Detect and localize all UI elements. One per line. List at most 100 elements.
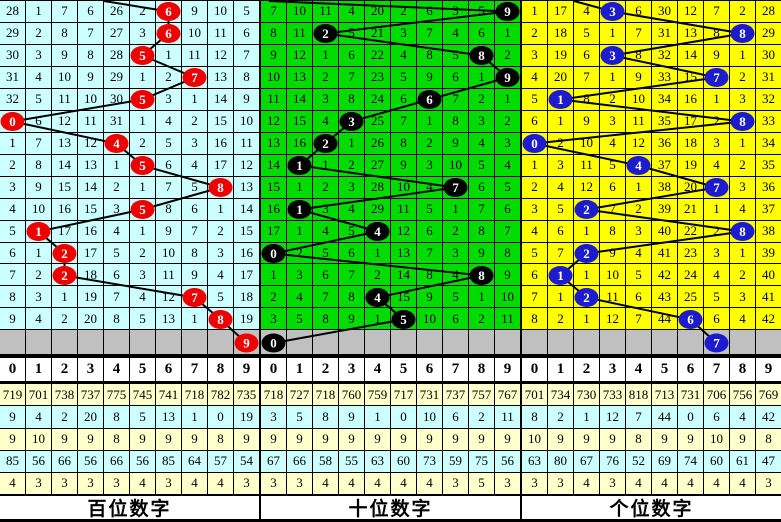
miss-cell [182,66,207,88]
miss-cell: 2 [548,308,573,330]
digit-header-cell: 7 [443,358,468,382]
stat-cell: 1 [574,406,599,428]
miss-cell: 17 [208,154,233,176]
miss-cell: 2 [469,308,494,330]
panel-units: 1 17 4 6 30 12 7 2 28 2 18 5 1 7 31 13 8 29 3 19 6 8 32 14 9 1 30 4… [522,1,781,520]
stat-cell: 42 [756,406,781,428]
miss-cell: 15 [78,198,103,220]
miss-cell: 8 [52,22,77,44]
miss-cell: 1 [574,220,599,242]
stat-cell: 3 [261,472,286,494]
miss-cell [130,154,155,176]
miss-grid-hundreds: 28 1 7 6 26 2 9 10 5 29 2 8 7 27 3 10 11 6 30 3 9 8 28 1 11 12 7 31… [0,1,259,330]
miss-cell: 6 [626,286,651,308]
miss-cell: 15 [391,286,416,308]
miss-cell: 7 [522,286,547,308]
miss-cell: 14 [52,154,77,176]
stat-cell: 66 [52,450,77,472]
miss-cell: 8 [391,132,416,154]
digit-header-cell: 6 [678,358,703,382]
stat-cell: 737 [78,384,103,406]
miss-cell: 2 [522,22,547,44]
miss-cell [704,66,729,88]
miss-cell: 9 [600,242,625,264]
miss-cell: 37 [652,154,677,176]
miss-cell: 8 [182,242,207,264]
miss-cell: 31 [104,110,129,132]
miss-cell: 20 [365,1,390,22]
miss-cell: 1 [130,220,155,242]
miss-cell: 12 [391,220,416,242]
miss-cell: 9 [417,66,442,88]
stat-cell: 76 [600,450,625,472]
miss-cell: 1 [548,110,573,132]
miss-cell: 1 [339,132,364,154]
miss-cell: 1 [574,264,599,286]
stat-cell: 4 [730,406,755,428]
stat-cell: 4 [0,472,25,494]
miss-cell: 7 [626,22,651,44]
digit-header-cell: 3 [600,358,625,382]
miss-cell: 9 [182,1,207,22]
miss-cell: 1 [469,286,494,308]
miss-cell: 2 [208,220,233,242]
digit-header-cell: 9 [756,358,781,382]
miss-cell: 18 [678,132,703,154]
pending-cell [208,330,233,355]
miss-cell: 14 [391,264,416,286]
stat-cell: 718 [182,384,207,406]
miss-cell: 4 [182,154,207,176]
stat-cell: 9 [130,428,155,450]
miss-cell: 10 [208,1,233,22]
stat-cell: 0 [678,406,703,428]
miss-cell: 7 [156,176,181,198]
stat-cell: 3 [78,472,103,494]
miss-cell: 31 [0,66,25,88]
miss-cell: 8 [0,286,25,308]
miss-cell: 5 [548,198,573,220]
miss-cell: 15 [52,176,77,198]
miss-cell: 17 [234,264,259,286]
miss-cell: 15 [678,66,703,88]
stat-cell: 719 [0,384,25,406]
miss-cell: 30 [104,88,129,110]
miss-cell: 3 [522,44,547,66]
miss-cell: 21 [365,22,390,44]
miss-cell: 9 [182,264,207,286]
pending-cell [78,330,103,355]
miss-cell: 8 [443,110,468,132]
stat-cell: 713 [652,384,677,406]
miss-cell: 43 [652,286,677,308]
stat-cell: 9 [548,428,573,450]
miss-cell: 11 [495,308,520,330]
miss-cell: 2 [104,176,129,198]
miss-cell: 2 [730,1,755,22]
stat-cell: 5 [287,406,312,428]
stat-cell: 2 [52,406,77,428]
miss-cell: 1 [365,242,390,264]
stat-cell: 66 [287,450,312,472]
miss-cell: 34 [652,88,677,110]
stat-cell: 75 [469,450,494,472]
miss-cell: 39 [756,242,781,264]
miss-cell: 3 [443,1,468,22]
stat-cell: 4 [678,472,703,494]
pending-cell [104,330,129,355]
stat-cell: 85 [0,450,25,472]
miss-cell: 1 [574,308,599,330]
stat-cell: 13 [156,406,181,428]
miss-cell: 9 [704,44,729,66]
digit-header-cell: 9 [495,358,520,382]
miss-cell: 20 [548,66,573,88]
miss-cell: 7 [417,22,442,44]
miss-cell [469,264,494,286]
miss-cell: 2 [391,1,416,22]
miss-cell: 4 [495,154,520,176]
miss-cell [495,1,520,22]
miss-cell [548,264,573,286]
stat-cell: 1 [365,406,390,428]
miss-cell: 10 [495,286,520,308]
stat-cell: 10 [417,406,442,428]
stat-cell: 4 [704,472,729,494]
miss-cell: 4 [469,132,494,154]
